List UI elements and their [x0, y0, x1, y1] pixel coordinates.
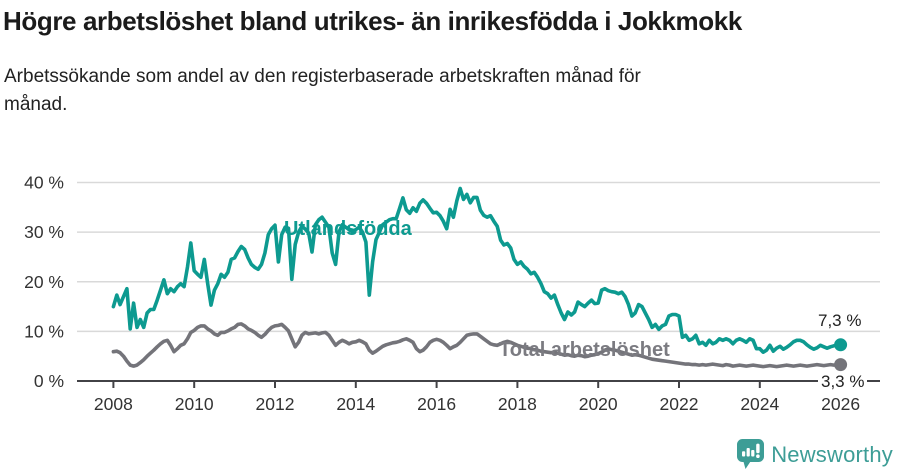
- series-label-utlandsfodda: Utlandsfödda: [284, 218, 412, 240]
- newsworthy-wordmark: Newsworthy: [771, 441, 893, 467]
- series-label-total-arbetsloshet: Total arbetslöshet: [499, 339, 670, 361]
- x-tick-label: 2018: [498, 394, 537, 414]
- x-tick-label: 2008: [94, 394, 133, 414]
- x-tick-label: 2012: [256, 394, 295, 414]
- y-tick-label: 30 %: [24, 222, 64, 242]
- chart-subtitle: Arbetssökande som andel av den registerb…: [4, 66, 641, 115]
- series-end-dot-total: [834, 358, 848, 372]
- x-tick-label: 2020: [579, 394, 618, 414]
- end-value-label-total: 3,3 %: [818, 372, 868, 392]
- series-line-total: [111, 322, 843, 369]
- y-tick-label: 20 %: [24, 272, 64, 292]
- x-tick-label: 2010: [175, 394, 214, 414]
- y-tick-label: 40 %: [24, 173, 64, 193]
- series-end-dot-utlandsfodda: [834, 338, 848, 352]
- x-tick-label: 2016: [417, 394, 456, 414]
- x-tick-label: 2026: [821, 394, 860, 414]
- end-value-label-utlandsfodda: 7,3 %: [818, 311, 862, 330]
- newsworthy-logo-icon: [737, 439, 765, 469]
- x-tick-label: 2014: [336, 394, 375, 414]
- x-tick-label: 2024: [740, 394, 779, 414]
- y-tick-label: 0 %: [34, 371, 64, 391]
- newsworthy-logo[interactable]: Newsworthy: [737, 439, 893, 470]
- x-tick-label: 2022: [660, 394, 699, 414]
- y-tick-label: 10 %: [24, 321, 64, 341]
- series-line-utlandsfodda: [111, 186, 843, 355]
- page-title: Högre arbetslöshet bland utrikes- än inr…: [3, 6, 742, 36]
